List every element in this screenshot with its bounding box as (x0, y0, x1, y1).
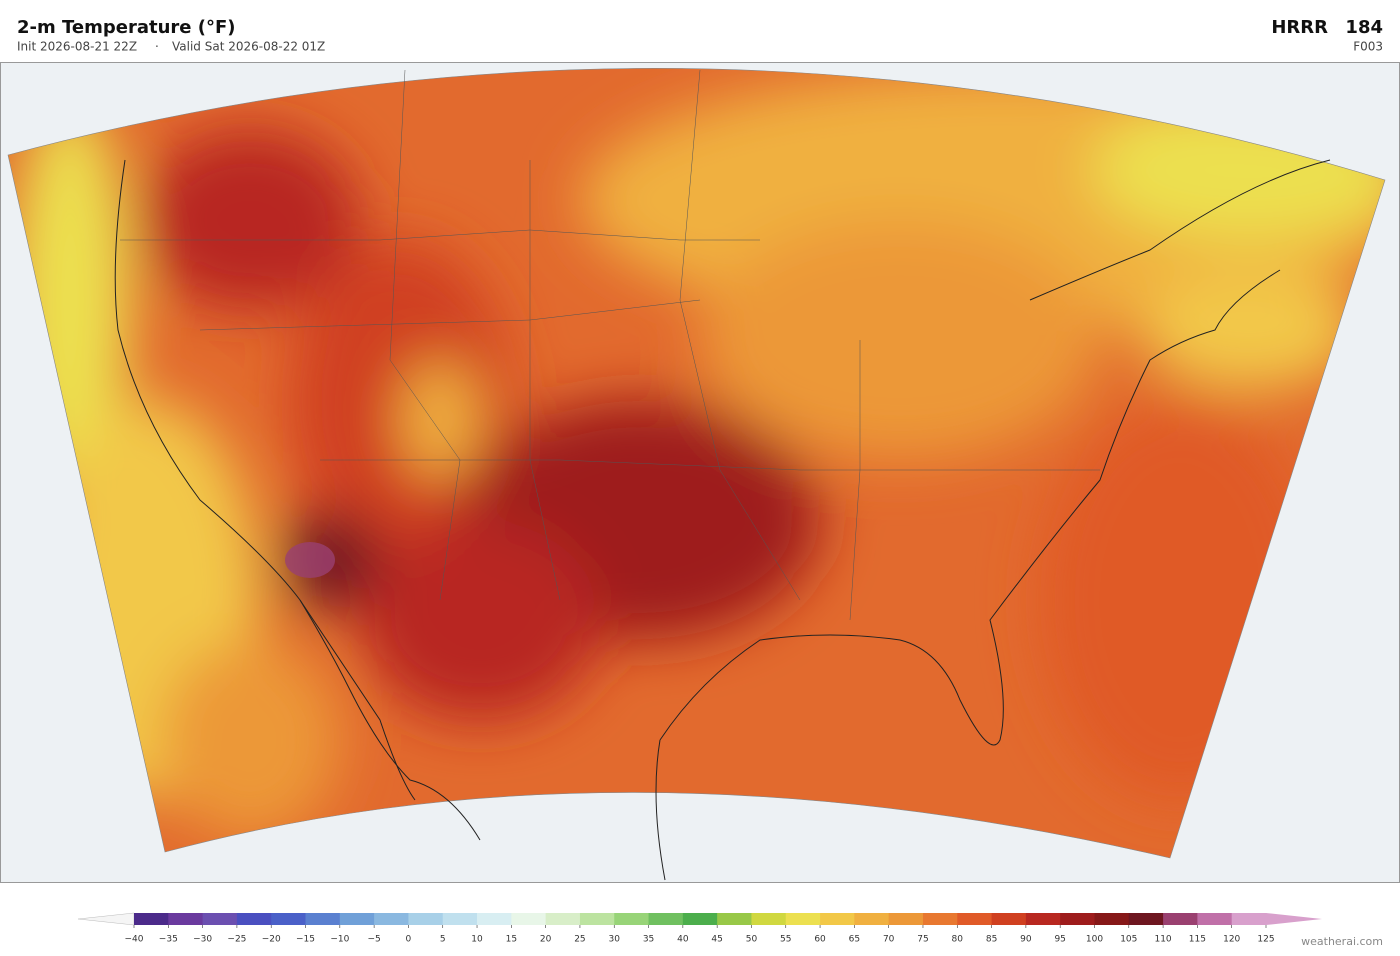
colorbar-segment (614, 913, 649, 925)
colorbar-segment (374, 913, 409, 925)
colorbar-over (1266, 913, 1322, 925)
colorbar-segment (888, 913, 924, 925)
colorbar: −40 −35 −30 −25 −20 −15 −10 −5 0 5 10 15 20 25 30 35 40 4… (77, 912, 1322, 945)
colorbar-segment (202, 913, 238, 925)
colorbar-segment (922, 913, 958, 925)
colorbar-segment (1025, 913, 1061, 925)
colorbar-tick-label: 85 (986, 935, 997, 945)
colorbar-tick-label: 5 (440, 935, 446, 945)
colorbar-tick-label: 30 (609, 935, 621, 945)
colorbar-tick-label: 50 (746, 935, 758, 945)
colorbar-tick-label: −20 (262, 935, 281, 945)
colorbar-segment (236, 913, 272, 925)
colorbar-segment (168, 913, 204, 925)
colorbar-tick-label: 80 (952, 935, 964, 945)
map (0, 62, 1400, 883)
valid-time: Valid Sat 2026-08-22 01Z (172, 40, 325, 54)
colorbar-tick-label: −40 (125, 935, 144, 945)
colorbar-segment (1060, 913, 1095, 925)
colorbar-tick-label: 70 (883, 935, 895, 945)
colorbar-segment (305, 913, 341, 925)
temperature-field (8, 68, 1385, 858)
colorbar-segment (854, 913, 890, 925)
colorbar-tick-label: 105 (1120, 935, 1137, 945)
colorbar-tick-label: 55 (780, 935, 791, 945)
colorbar-tick-label: −10 (330, 935, 349, 945)
colorbar-segment (991, 913, 1027, 925)
colorbar-tick-label: 120 (1223, 935, 1240, 945)
colorbar-segment (1128, 913, 1164, 925)
state-borders (120, 69, 1100, 621)
colorbar-tick-label: 25 (574, 935, 585, 945)
colorbar-tick-label: 65 (849, 935, 860, 945)
colorbar-tick-label: 15 (506, 935, 517, 945)
colorbar-tick-label: 40 (677, 935, 689, 945)
colorbar-segment (682, 913, 718, 925)
model: HRRR (1271, 17, 1328, 38)
colorbar-tick-label: 125 (1257, 935, 1274, 945)
separator: · (155, 40, 159, 54)
colorbar-tick-label: 95 (1054, 935, 1065, 945)
colorbar-segment (1231, 913, 1267, 925)
colorbar-segment (408, 913, 444, 925)
colorbar-under (77, 912, 135, 926)
colorbar-tick-label: 110 (1154, 935, 1171, 945)
colorbar-tick-label: 0 (406, 935, 412, 945)
colorbar-tick-label: −15 (296, 935, 315, 945)
forecast-hour: F003 (1353, 40, 1383, 54)
colorbar-segment (134, 913, 169, 925)
colorbar-segment (751, 913, 787, 925)
init-time: Init 2026-08-21 22Z (17, 40, 137, 54)
watermark: weatherai.com (1301, 935, 1383, 948)
colorbar-segment (511, 913, 547, 925)
colorbar-tick-label: 115 (1189, 935, 1206, 945)
model-run: 184 (1345, 17, 1383, 38)
colorbar-tick-label: 45 (711, 935, 722, 945)
colorbar-segment (1163, 913, 1198, 925)
colorbar-segment (545, 913, 581, 925)
colorbar-tick-label: 20 (540, 935, 552, 945)
colorbar-segment (957, 913, 992, 925)
colorbar-tick-label: 100 (1086, 935, 1103, 945)
colorbar-tick-label: 75 (917, 935, 928, 945)
colorbar-segment (648, 913, 684, 925)
colorbar-tick-label: 35 (643, 935, 654, 945)
colorbar-segment (1094, 913, 1130, 925)
colorbar-segment (1197, 913, 1233, 925)
colorbar-segment (442, 913, 478, 925)
colorbar-tick-label: −35 (159, 935, 178, 945)
colorbar-tick-label: −25 (227, 935, 246, 945)
colorbar-tick-label: 90 (1020, 935, 1032, 945)
coastlines (114, 159, 1331, 881)
colorbar-tick-label: −5 (367, 935, 380, 945)
colorbar-segment (339, 913, 375, 925)
colorbar-segment (785, 913, 821, 925)
colorbar-segment (579, 913, 615, 925)
colorbar-tick-label: 10 (471, 935, 483, 945)
colorbar-tick-label: 60 (814, 935, 826, 945)
colorbar-segment (820, 913, 855, 925)
colorbar-tick-label: −30 (193, 935, 212, 945)
title: 2-m Temperature (°F) (17, 17, 236, 38)
colorbar-segment (271, 913, 306, 925)
colorbar-segment (717, 913, 752, 925)
colorbar-segment (477, 913, 512, 925)
